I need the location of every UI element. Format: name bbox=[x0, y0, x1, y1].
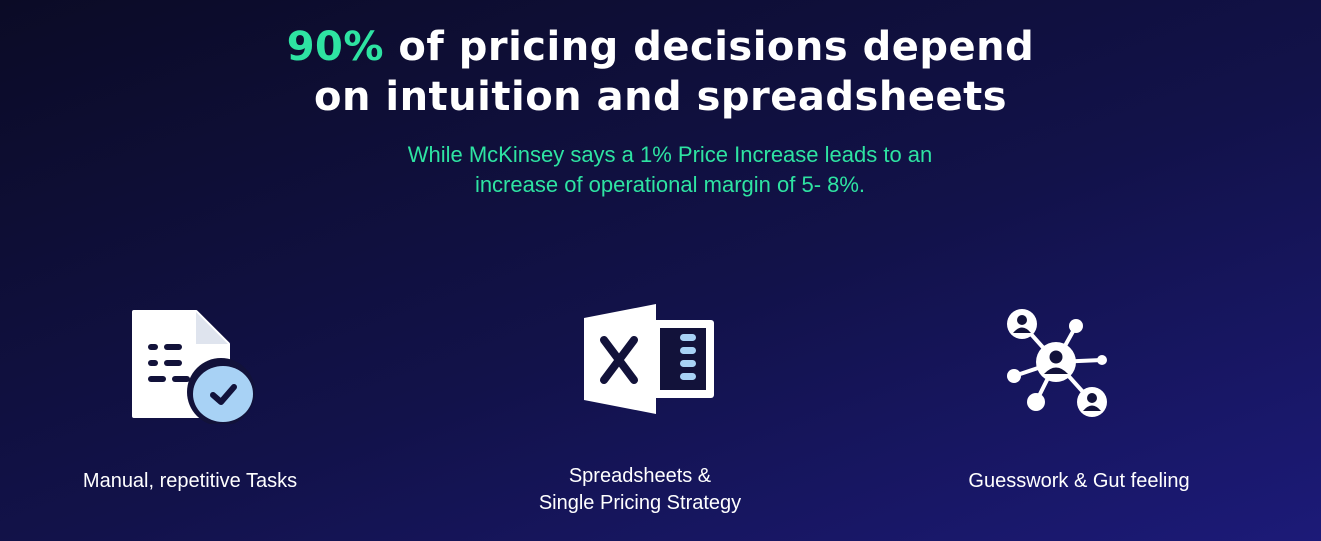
feature-label-line-2: Single Pricing Strategy bbox=[538, 492, 742, 514]
feature-guesswork: Guesswork & Gut feeling bbox=[929, 468, 1229, 495]
feature-label: Guesswork & Gut feeling bbox=[968, 470, 1190, 492]
headline: 90% of pricing decisions depend on intui… bbox=[0, 22, 1321, 122]
document-check-icon bbox=[130, 308, 256, 424]
headline-line-1-text: of pricing decisions depend bbox=[383, 24, 1035, 70]
feature-spreadsheets: Spreadsheets & Single Pricing Strategy bbox=[490, 463, 790, 517]
feature-manual-tasks: Manual, repetitive Tasks bbox=[40, 468, 340, 495]
feature-label: Manual, repetitive Tasks bbox=[82, 470, 298, 492]
subline-line-1: While McKinsey says a 1% Price Increase … bbox=[407, 142, 933, 167]
feature-label-line-1: Spreadsheets & bbox=[568, 465, 712, 487]
subline: While McKinsey says a 1% Price Increase … bbox=[330, 140, 1010, 200]
network-people-icon bbox=[1000, 302, 1112, 422]
subline-line-2: increase of operational margin of 5- 8%. bbox=[474, 172, 866, 197]
headline-accent: 90% bbox=[286, 24, 384, 70]
headline-line-2: on intuition and spreadsheets bbox=[313, 74, 1007, 120]
excel-icon bbox=[582, 302, 716, 416]
headline-line-1: 90% of pricing decisions depend bbox=[0, 22, 1321, 72]
